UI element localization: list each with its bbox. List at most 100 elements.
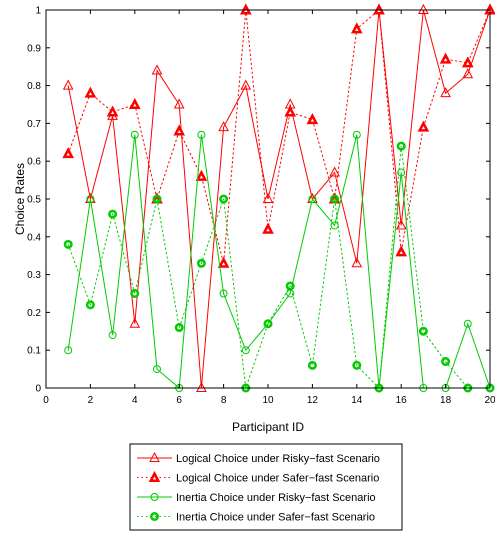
data-point — [130, 130, 139, 139]
axes: 0 2 4 6 8 10 12 14 16 18 20 0 0.1 0.2 0.3 0.4 0.5 0.6 0.7 0… — [27, 6, 495, 407]
data-point — [441, 357, 451, 367]
data-point — [462, 68, 474, 79]
data-point — [85, 300, 95, 310]
data-point-inner — [466, 61, 470, 65]
x-tick-label: 12 — [307, 395, 319, 406]
y-tick-label: 1 — [35, 6, 41, 17]
series-line — [67, 134, 491, 390]
series-line — [67, 8, 491, 264]
x-tick-label: 10 — [262, 395, 274, 406]
y-tick-label: 0.6 — [27, 157, 41, 168]
y-tick-label: 0.9 — [27, 43, 41, 54]
data-point — [86, 195, 95, 203]
legend-entry: Logical Choice under Risky−fast Scenario — [137, 451, 380, 465]
data-point — [396, 141, 406, 151]
data-point-inner — [355, 27, 359, 31]
legend-marker-inner — [152, 476, 157, 480]
x-tick-label: 18 — [440, 395, 452, 406]
x-tick-label: 16 — [396, 395, 408, 406]
legend-label: Inertia Choice under Safer−fast Scenario — [176, 512, 375, 524]
series-line — [67, 146, 491, 390]
data-point — [262, 192, 274, 203]
plot-area — [62, 3, 495, 393]
y-tick-label: 0 — [35, 384, 41, 395]
data-point — [196, 381, 207, 392]
x-tick-label: 0 — [43, 395, 49, 406]
data-point — [263, 319, 273, 329]
data-point — [219, 289, 228, 298]
legend-entry: Inertia Choice under Safer−fast Scenario — [137, 512, 375, 524]
data-point-inner — [443, 58, 448, 62]
data-point — [308, 195, 317, 203]
data-point — [352, 130, 361, 139]
data-point-inner — [177, 129, 181, 133]
data-point — [129, 317, 141, 328]
data-point — [153, 365, 161, 374]
y-tick-label: 0.7 — [27, 119, 41, 130]
legend-label: Inertia Choice under Risky−fast Scenario — [176, 492, 376, 504]
data-point — [285, 281, 295, 291]
legend-marker — [150, 493, 159, 501]
legend-entry: Inertia Choice under Risky−fast Scenario — [137, 492, 376, 504]
x-tick-label: 20 — [484, 395, 495, 406]
data-point — [108, 331, 117, 340]
x-tick-label: 4 — [132, 395, 138, 406]
data-point — [173, 98, 185, 109]
legend-marker — [149, 451, 160, 462]
series-line — [67, 9, 491, 389]
data-point — [241, 346, 250, 355]
data-point — [440, 87, 451, 98]
legend: Logical Choice under Risky−fast Scenario… — [129, 443, 403, 531]
legend-entry: Logical Choice under Safer−fast Scenario — [137, 470, 379, 485]
data-point — [418, 3, 429, 14]
data-point — [130, 288, 140, 298]
data-point — [218, 121, 229, 132]
data-point-inner — [66, 152, 70, 156]
y-tick-label: 0.5 — [27, 195, 41, 206]
data-point-inner — [199, 175, 204, 179]
data-point — [63, 239, 73, 249]
data-point — [418, 326, 428, 336]
y-tick-label: 0.1 — [27, 346, 41, 357]
legend-label: Logical Choice under Risky−fast Scenario — [176, 453, 380, 465]
data-point — [463, 319, 472, 328]
series-4 — [63, 141, 495, 393]
data-point — [174, 323, 184, 333]
data-point — [395, 219, 407, 230]
data-point — [307, 360, 317, 370]
data-point-inner — [421, 126, 426, 130]
data-point-inner — [399, 250, 403, 254]
data-point-inner — [88, 92, 93, 96]
series-3 — [64, 130, 494, 392]
data-point — [330, 194, 340, 204]
series-2 — [62, 3, 495, 268]
data-point-inner — [266, 228, 270, 232]
data-point — [240, 79, 252, 90]
legend-box — [129, 443, 403, 531]
data-point — [62, 79, 74, 90]
legend-marker — [150, 511, 160, 521]
data-point — [352, 360, 362, 370]
data-point — [64, 346, 73, 355]
x-tick-label: 2 — [88, 395, 94, 406]
data-point — [219, 194, 229, 204]
legend-label: Logical Choice under Safer−fast Scenario — [176, 473, 379, 485]
y-tick-label: 0.8 — [27, 81, 41, 92]
data-point — [351, 257, 363, 268]
data-point-inner — [133, 103, 137, 107]
x-tick-label: 14 — [351, 395, 363, 406]
data-point-inner — [221, 262, 226, 266]
y-tick-label: 0.2 — [27, 308, 41, 319]
y-tick-label: 0.4 — [27, 232, 41, 243]
data-point — [329, 166, 340, 177]
data-point-inner — [110, 111, 115, 115]
data-point — [151, 64, 163, 75]
y-tick-label: 0.3 — [27, 270, 41, 281]
x-tick-label: 6 — [176, 395, 182, 406]
series-1 — [62, 3, 495, 392]
x-axis-title: Participant ID — [232, 420, 304, 434]
data-point — [196, 258, 206, 268]
data-point — [152, 194, 162, 204]
